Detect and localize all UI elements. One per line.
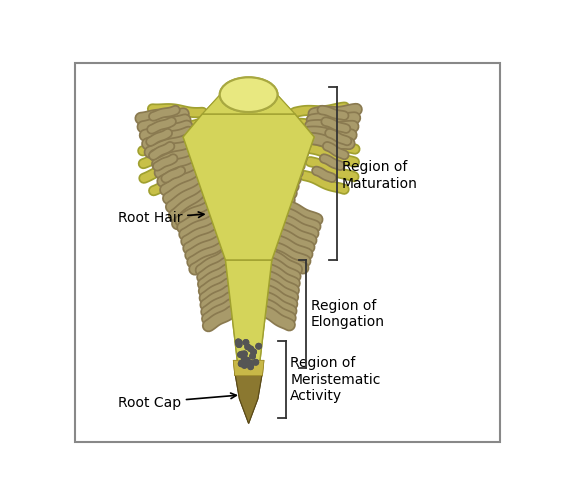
- Polygon shape: [234, 372, 263, 424]
- Circle shape: [238, 361, 244, 366]
- Circle shape: [243, 340, 249, 345]
- Circle shape: [249, 360, 254, 366]
- Circle shape: [242, 362, 247, 368]
- Circle shape: [245, 358, 250, 363]
- Text: Root Hair: Root Hair: [118, 211, 204, 225]
- Circle shape: [245, 344, 250, 350]
- Circle shape: [241, 356, 247, 361]
- Circle shape: [249, 362, 254, 367]
- Circle shape: [249, 362, 254, 367]
- Circle shape: [253, 360, 259, 365]
- Circle shape: [249, 360, 254, 366]
- Circle shape: [236, 341, 241, 346]
- Polygon shape: [183, 114, 314, 260]
- Circle shape: [248, 346, 254, 352]
- Circle shape: [243, 340, 249, 345]
- Circle shape: [237, 340, 242, 345]
- Circle shape: [236, 341, 241, 346]
- Polygon shape: [226, 260, 272, 422]
- Text: Region of
Maturation: Region of Maturation: [342, 160, 418, 190]
- Circle shape: [251, 349, 256, 354]
- Circle shape: [250, 354, 255, 359]
- Circle shape: [245, 358, 250, 363]
- Circle shape: [248, 346, 254, 352]
- Circle shape: [240, 352, 245, 357]
- Circle shape: [242, 362, 247, 368]
- Polygon shape: [203, 94, 295, 114]
- Circle shape: [250, 354, 255, 359]
- Circle shape: [236, 342, 242, 347]
- Ellipse shape: [220, 78, 278, 112]
- Circle shape: [256, 344, 261, 349]
- Text: Region of
Meristematic
Activity: Region of Meristematic Activity: [290, 356, 380, 403]
- Text: Root Cap: Root Cap: [118, 393, 236, 409]
- Polygon shape: [203, 94, 295, 114]
- Polygon shape: [233, 360, 264, 376]
- Ellipse shape: [220, 78, 278, 112]
- Circle shape: [239, 360, 245, 366]
- Circle shape: [238, 352, 243, 358]
- Polygon shape: [233, 360, 264, 376]
- Circle shape: [241, 356, 247, 361]
- Circle shape: [236, 342, 242, 347]
- Circle shape: [239, 360, 245, 366]
- Text: Region of
Elongation: Region of Elongation: [311, 299, 385, 329]
- Circle shape: [236, 339, 241, 344]
- Circle shape: [238, 352, 243, 358]
- Circle shape: [242, 351, 247, 356]
- Circle shape: [251, 349, 256, 354]
- Circle shape: [256, 344, 261, 349]
- Circle shape: [242, 351, 247, 356]
- Polygon shape: [183, 114, 314, 260]
- Circle shape: [245, 344, 250, 350]
- Polygon shape: [234, 372, 263, 424]
- Circle shape: [253, 360, 259, 365]
- Circle shape: [248, 364, 254, 370]
- Circle shape: [236, 339, 241, 344]
- Circle shape: [237, 340, 242, 345]
- Circle shape: [238, 361, 244, 366]
- Circle shape: [240, 352, 245, 357]
- Circle shape: [248, 364, 254, 370]
- Polygon shape: [226, 260, 272, 422]
